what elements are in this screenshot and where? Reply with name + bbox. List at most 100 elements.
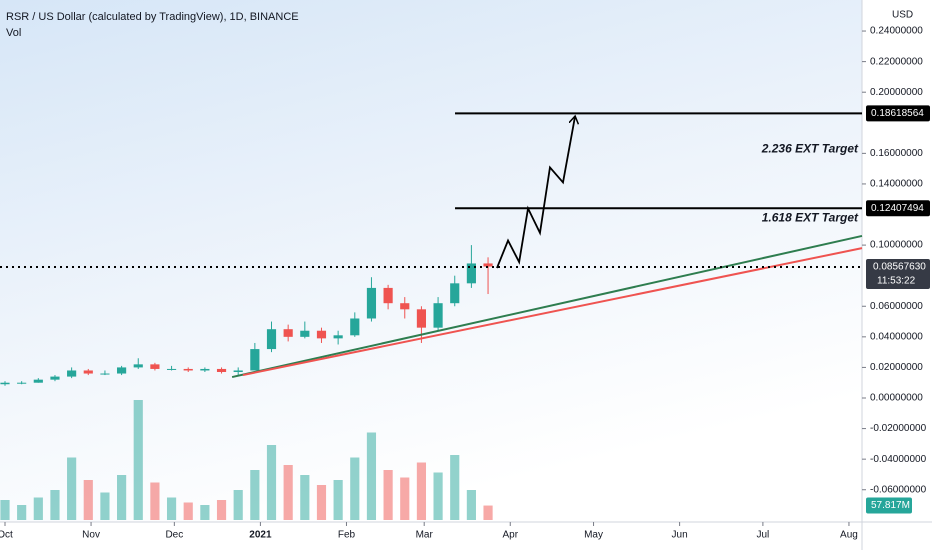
- y-tick-label: 0.06000000: [870, 301, 923, 312]
- candle-body: [350, 318, 360, 336]
- volume-bar: [416, 462, 427, 520]
- candle-body: [250, 349, 260, 371]
- y-tick-label: 0.04000000: [870, 331, 923, 342]
- volume-bar: [50, 490, 60, 520]
- volume-bar: [316, 485, 327, 520]
- candle-body: [400, 303, 410, 310]
- subtitle: Vol: [6, 27, 21, 39]
- volume-bar: [433, 472, 443, 520]
- target-price-label: 0.12407494: [871, 203, 924, 214]
- last-price-box: [866, 258, 930, 289]
- countdown: 11:53:22: [877, 276, 916, 287]
- volume-bar: [17, 505, 27, 520]
- volume-bar: [466, 490, 476, 520]
- candle-body: [33, 379, 43, 383]
- candle-body: [216, 368, 227, 373]
- projection-path: [496, 117, 575, 269]
- volume-bar: [350, 457, 360, 520]
- y-tick-label: 0.02000000: [870, 362, 923, 373]
- x-tick-label: Feb: [338, 530, 356, 541]
- candle-body: [483, 263, 493, 267]
- candle-body: [200, 368, 210, 371]
- volume-bar: [233, 490, 243, 520]
- y-tick-label: 0.22000000: [870, 56, 923, 67]
- volume-bar: [450, 455, 460, 520]
- x-tick-label: Jul: [756, 530, 769, 541]
- y-tick-label: -0.04000000: [870, 454, 927, 465]
- candle-body: [17, 382, 27, 384]
- candle-body: [83, 370, 93, 374]
- candle-body: [300, 330, 310, 337]
- x-tick-label: Nov: [82, 530, 100, 541]
- candle-body: [0, 382, 10, 385]
- volume-bar: [166, 497, 177, 520]
- volume-bar: [266, 445, 277, 520]
- target-price-label: 0.18618564: [871, 108, 924, 119]
- volume-label: 57.817M: [871, 500, 910, 511]
- x-tick-label: Jun: [672, 530, 688, 541]
- x-tick-label: 2021: [249, 530, 272, 541]
- volume-bar: [150, 482, 160, 520]
- target-box: [866, 105, 930, 122]
- y-tick-label: 0.14000000: [870, 179, 923, 190]
- plot-background: [0, 0, 862, 522]
- candle-body: [133, 364, 143, 368]
- x-tick-label: Apr: [502, 530, 518, 541]
- target-text: 2.236 EXT Target: [761, 141, 859, 155]
- volume-bar: [400, 477, 410, 520]
- volume-bar: [200, 505, 210, 520]
- x-tick-label: May: [584, 530, 603, 541]
- target-box: [866, 200, 930, 217]
- candle-body: [50, 376, 60, 380]
- volume-bar: [216, 500, 227, 520]
- volume-bar: [83, 480, 93, 520]
- candle-body: [316, 330, 327, 339]
- y-tick-label: 0.20000000: [870, 87, 923, 98]
- candle-body: [233, 370, 243, 373]
- candle-body: [283, 329, 293, 337]
- volume-bar: [100, 492, 110, 520]
- candle-body: [433, 303, 443, 328]
- volume-bar: [183, 502, 193, 520]
- volume-label-box: [866, 497, 912, 514]
- volume-bar: [0, 500, 10, 520]
- volume-bar: [250, 470, 260, 520]
- x-tick-label: Oct: [0, 530, 13, 541]
- chart-title: RSR / US Dollar (calculated by TradingVi…: [6, 11, 299, 23]
- volume-bar: [300, 475, 310, 520]
- volume-bar: [333, 480, 343, 520]
- candle-body: [383, 287, 393, 304]
- y-tick-label: 0.10000000: [870, 240, 923, 251]
- candle-body: [183, 368, 193, 371]
- candle-body: [67, 370, 77, 377]
- y-tick-label: -0.02000000: [870, 423, 927, 434]
- y-tick-label: 0.16000000: [870, 148, 923, 159]
- x-tick-label: Dec: [165, 530, 183, 541]
- candle-body: [450, 283, 460, 304]
- volume-bar: [483, 505, 493, 520]
- x-tick-label: Aug: [840, 530, 858, 541]
- candle-body: [150, 364, 160, 369]
- y-tick-label: -0.06000000: [870, 484, 927, 495]
- candle-body: [466, 263, 476, 284]
- volume-bar: [383, 470, 393, 520]
- volume-bar: [33, 497, 43, 520]
- candle-body: [117, 367, 127, 374]
- x-tick-label: Mar: [416, 530, 434, 541]
- target-text: 1.618 EXT Target: [762, 210, 859, 224]
- volume-bar: [117, 475, 127, 520]
- trendline: [231, 234, 863, 379]
- candle-body: [100, 373, 110, 375]
- last-price-label: 0.08567630: [873, 262, 926, 273]
- volume-bar: [283, 465, 293, 520]
- candle-body: [266, 329, 277, 350]
- volume-bar: [67, 457, 77, 520]
- y-tick-label: 0.24000000: [870, 26, 923, 37]
- candle-body: [333, 335, 343, 339]
- volume-bar: [366, 432, 377, 520]
- candle-body: [416, 309, 427, 328]
- volume-bar: [133, 400, 143, 520]
- trendline: [242, 247, 863, 377]
- currency: USD: [892, 10, 913, 21]
